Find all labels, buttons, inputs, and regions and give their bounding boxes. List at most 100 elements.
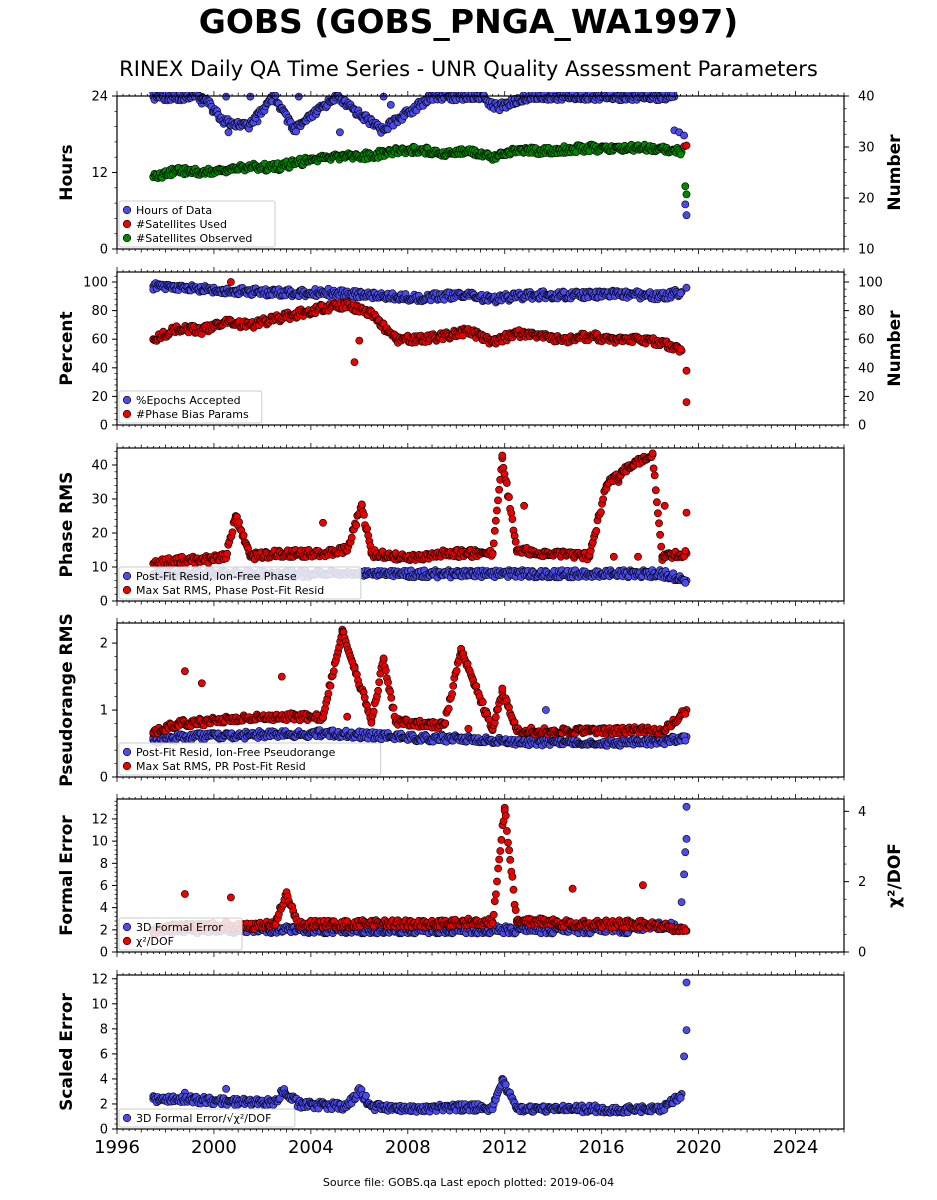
- data-point: [682, 190, 691, 199]
- data-point: [226, 278, 235, 286]
- y-tick-label: 40: [91, 459, 108, 474]
- y-right-tick-label: 0: [858, 419, 866, 434]
- legend-marker: [122, 571, 132, 581]
- fill-mark: [499, 463, 508, 472]
- y-tick-label: 10: [91, 561, 108, 576]
- fill-mark: [676, 289, 685, 298]
- fill-mark: [228, 528, 237, 537]
- legend-marker: [122, 233, 132, 243]
- y-axis-label-right: Number: [885, 310, 905, 387]
- data-point: [682, 508, 691, 517]
- y-tick-label: 20: [91, 390, 108, 405]
- chart-title: GOBS (GOBS_PNGA_WA1997): [198, 2, 739, 41]
- fill-mark: [448, 690, 456, 698]
- fill-mark: [379, 654, 388, 663]
- fill-mark: [352, 521, 361, 530]
- fill-mark: [367, 718, 376, 727]
- fill-mark: [649, 464, 658, 473]
- fill-mark: [498, 684, 507, 693]
- y-tick-label: 60: [91, 333, 108, 348]
- legend-label: Max Sat RMS, Phase Post-Fit Resid: [136, 584, 324, 597]
- fill-mark: [681, 579, 690, 587]
- fill-mark: [681, 547, 690, 555]
- fill-mark: [502, 479, 511, 487]
- y-right-tick-label: 40: [858, 361, 875, 376]
- y-tick-label: 0: [100, 419, 108, 434]
- legend-label: #Satellites Observed: [136, 232, 252, 245]
- y-right-tick-label: 30: [858, 141, 875, 156]
- fill-mark: [676, 345, 685, 353]
- fill-mark: [384, 678, 392, 687]
- y-tick-label: 100: [83, 276, 108, 291]
- fill-mark: [653, 498, 661, 507]
- y-tick-label: 12: [91, 166, 108, 181]
- plot-area: [149, 278, 691, 406]
- data-point: [355, 336, 364, 345]
- fill-mark: [592, 527, 601, 535]
- fill-mark: [357, 500, 366, 509]
- y-right-tick-label: 10: [858, 243, 875, 258]
- fill-mark: [657, 542, 666, 551]
- y-axis-label: Phase RMS: [57, 472, 77, 578]
- y-axis-label-right: Number: [885, 134, 905, 211]
- fill-mark: [387, 694, 396, 702]
- fill-mark: [369, 707, 378, 716]
- fill-mark: [386, 687, 395, 696]
- y-right-tick-label: 40: [858, 90, 875, 105]
- y-axis-label: Hours: [57, 144, 77, 201]
- data-point: [682, 366, 691, 375]
- y-right-tick-label: 20: [858, 390, 875, 405]
- fill-mark: [681, 710, 690, 718]
- panel-3: 0 10 20 30 40 Phase RMS Post-Fit Resid, Ion-Fr…: [57, 443, 845, 610]
- fill-mark: [381, 666, 390, 675]
- fill-mark: [651, 486, 660, 495]
- data-point: [343, 712, 352, 721]
- fill-mark: [498, 451, 507, 460]
- fill-mark: [326, 682, 335, 690]
- data-point: [319, 518, 327, 527]
- fill-mark: [441, 719, 450, 728]
- data-point: [350, 358, 359, 366]
- legend-label: Hours of Data: [136, 204, 212, 217]
- data-point: [464, 724, 473, 733]
- legend-label: #Phase Bias Params: [136, 408, 249, 421]
- data-point: [681, 200, 690, 209]
- fill-mark: [444, 704, 453, 713]
- legend-label: %Epochs Accepted: [136, 394, 241, 407]
- plot-area: [149, 449, 691, 587]
- y-right-tick-label: 20: [858, 192, 875, 207]
- fill-mark: [495, 485, 503, 494]
- data-point: [681, 182, 690, 191]
- legend-marker: [122, 205, 132, 215]
- fill-mark: [488, 550, 497, 558]
- fill-mark: [676, 150, 685, 159]
- data-point: [634, 552, 642, 561]
- data-point: [682, 141, 691, 150]
- legend-label: Post-Fit Resid, Ion-Free Phase: [136, 570, 297, 583]
- fill-mark: [329, 667, 338, 676]
- y-axis-label: Percent: [57, 311, 77, 385]
- legend-marker: [122, 409, 132, 419]
- fill-mark: [494, 496, 502, 505]
- data-point: [682, 211, 691, 220]
- data-point: [386, 101, 395, 109]
- fill-mark: [648, 449, 657, 458]
- y-tick-label: 20: [91, 527, 108, 542]
- legend-marker: [122, 219, 132, 229]
- y-tick-label: 24: [91, 90, 108, 105]
- fill-mark: [223, 549, 231, 558]
- fill-mark: [655, 519, 663, 528]
- fill-mark: [492, 506, 501, 515]
- fill-mark: [375, 678, 384, 687]
- fill-mark: [599, 495, 607, 504]
- fill-mark: [478, 698, 487, 706]
- plot-area: [149, 92, 691, 220]
- fill-mark: [363, 524, 371, 533]
- data-point: [682, 283, 691, 292]
- fill-mark: [452, 667, 461, 675]
- fill-mark: [359, 511, 368, 519]
- fill-mark: [389, 703, 398, 712]
